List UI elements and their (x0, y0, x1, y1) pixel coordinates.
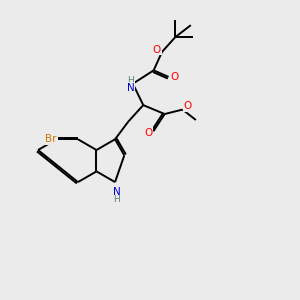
Text: Br: Br (46, 134, 57, 144)
Text: O: O (144, 128, 152, 138)
Text: N: N (112, 187, 120, 196)
Text: O: O (152, 44, 161, 55)
Text: H: H (113, 195, 120, 204)
Text: H: H (127, 76, 134, 85)
Text: O: O (184, 101, 192, 111)
Text: O: O (170, 72, 178, 82)
Text: N: N (127, 82, 134, 93)
